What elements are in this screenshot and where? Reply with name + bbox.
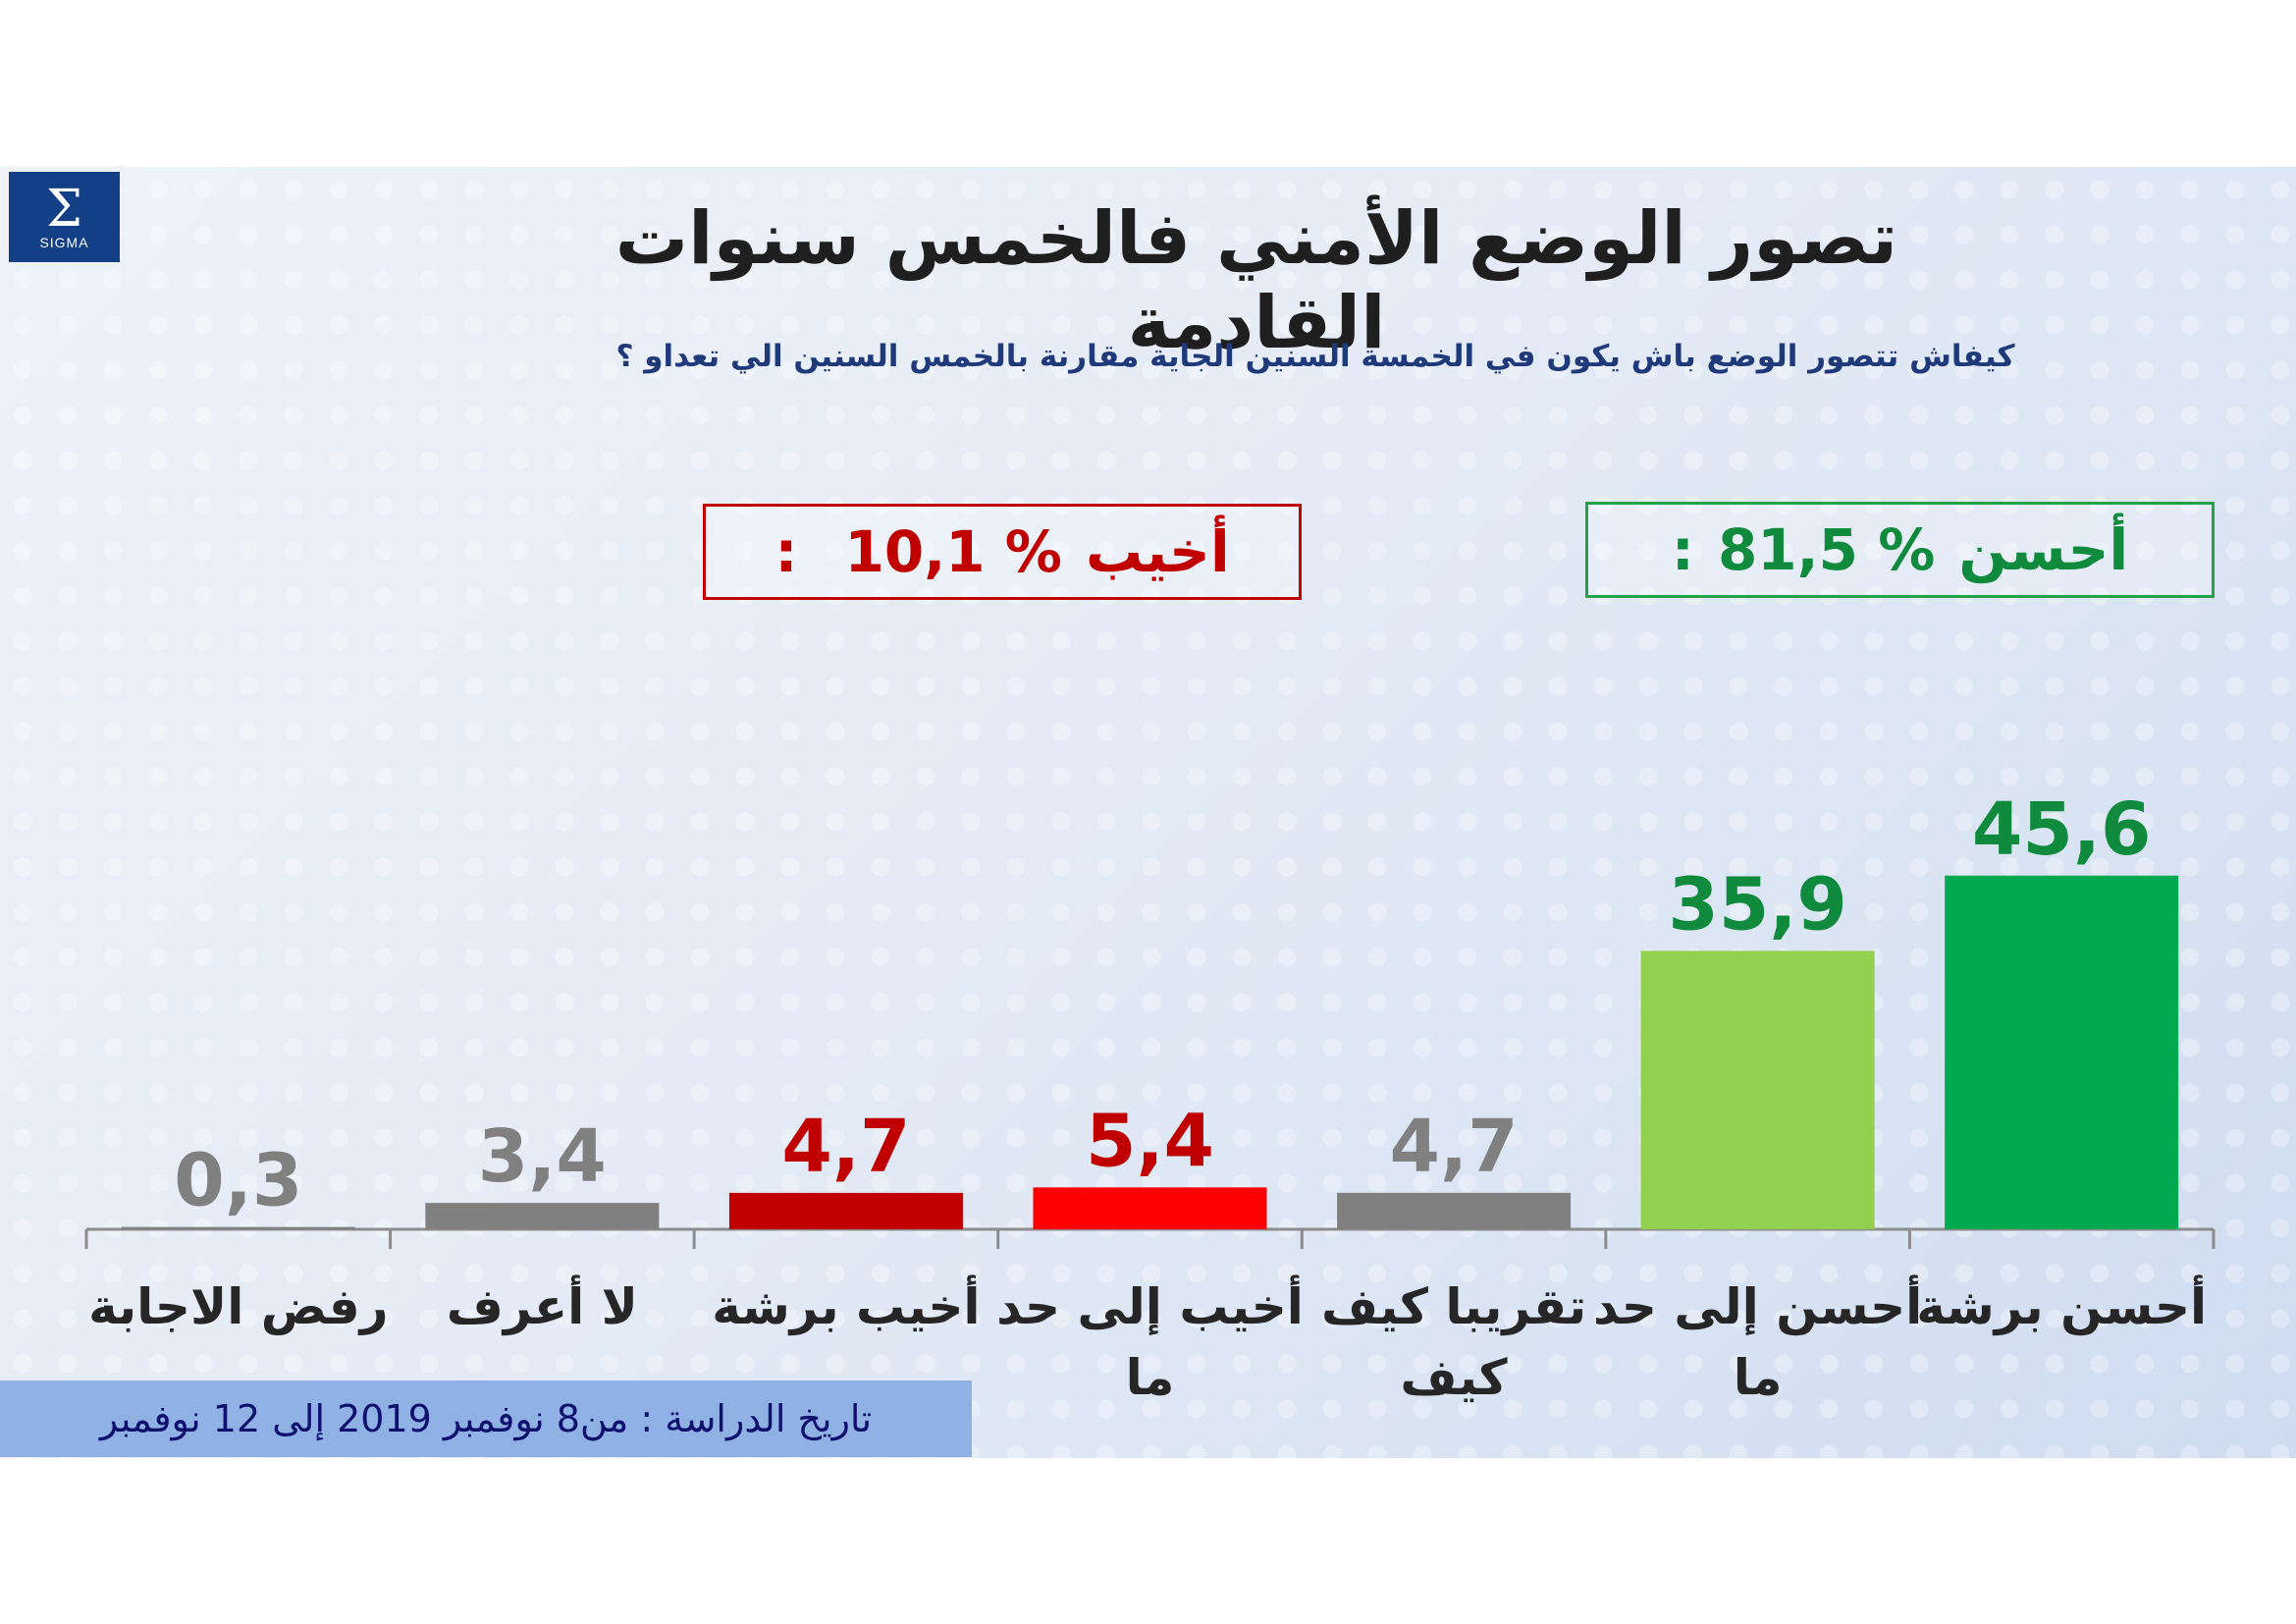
better-label: أحسن [1958, 516, 2129, 583]
category-tick-label: ما [1734, 1349, 1783, 1406]
bar [1640, 950, 1875, 1229]
category-tick-label: أخيب برشة [712, 1274, 980, 1336]
bar-value-label: 35,9 [1668, 862, 1847, 947]
page-title: تصور الوضع الأمني فالخمس سنوات القادمة [614, 196, 1898, 365]
better-summary-box: أحسن 81,5 % : [1585, 502, 2215, 598]
bar [1337, 1192, 1572, 1229]
bar-value-label: 3,4 [478, 1114, 607, 1199]
bar [425, 1203, 660, 1229]
worse-separator: : [774, 518, 798, 585]
category-tick-label: لا أعرف [447, 1274, 638, 1336]
bar-value-label: 5,4 [1086, 1099, 1214, 1183]
question-subtitle: كيفاش تتصور الوضع باش يكون في الخمسة الس… [615, 339, 2015, 374]
worse-label: أخيب [1085, 518, 1230, 585]
bar [728, 1192, 963, 1229]
worse-summary-box: أخيب 10,1 % : [703, 504, 1302, 600]
category-tick-label: ما [1126, 1349, 1175, 1406]
bar-value-label: 4,7 [781, 1105, 910, 1189]
category-tick-label: تقريبا كيف [1321, 1278, 1586, 1336]
category-tick-label: أحسن إلى حد [1593, 1274, 1922, 1336]
slide-background [0, 167, 2296, 1458]
bar [1945, 875, 2179, 1229]
sigma-icon: Σ [46, 180, 82, 239]
category-tick-label: أحسن برشة [1916, 1274, 2207, 1336]
category-tick-label: أخيب إلى حد [996, 1274, 1304, 1336]
bar [1033, 1187, 1267, 1229]
category-tick-label: كيف [1401, 1349, 1509, 1406]
bar-value-label: 4,7 [1390, 1105, 1519, 1189]
bar [121, 1226, 355, 1229]
study-date-footer: تاريخ الدراسة : من8 نوفمبر 2019 إلى 12 ن… [0, 1380, 972, 1457]
bar-value-label: 45,6 [1972, 787, 2152, 872]
better-value: 81,5 % [1717, 516, 1936, 583]
worse-value: 10,1 % [844, 518, 1062, 585]
better-separator: : [1671, 516, 1694, 583]
bar-value-label: 0,3 [174, 1139, 302, 1223]
sigma-logo: Σ SIGMA [9, 172, 120, 262]
logo-brand: SIGMA [39, 235, 89, 250]
category-tick-label: رفض الاجابة [88, 1278, 388, 1335]
